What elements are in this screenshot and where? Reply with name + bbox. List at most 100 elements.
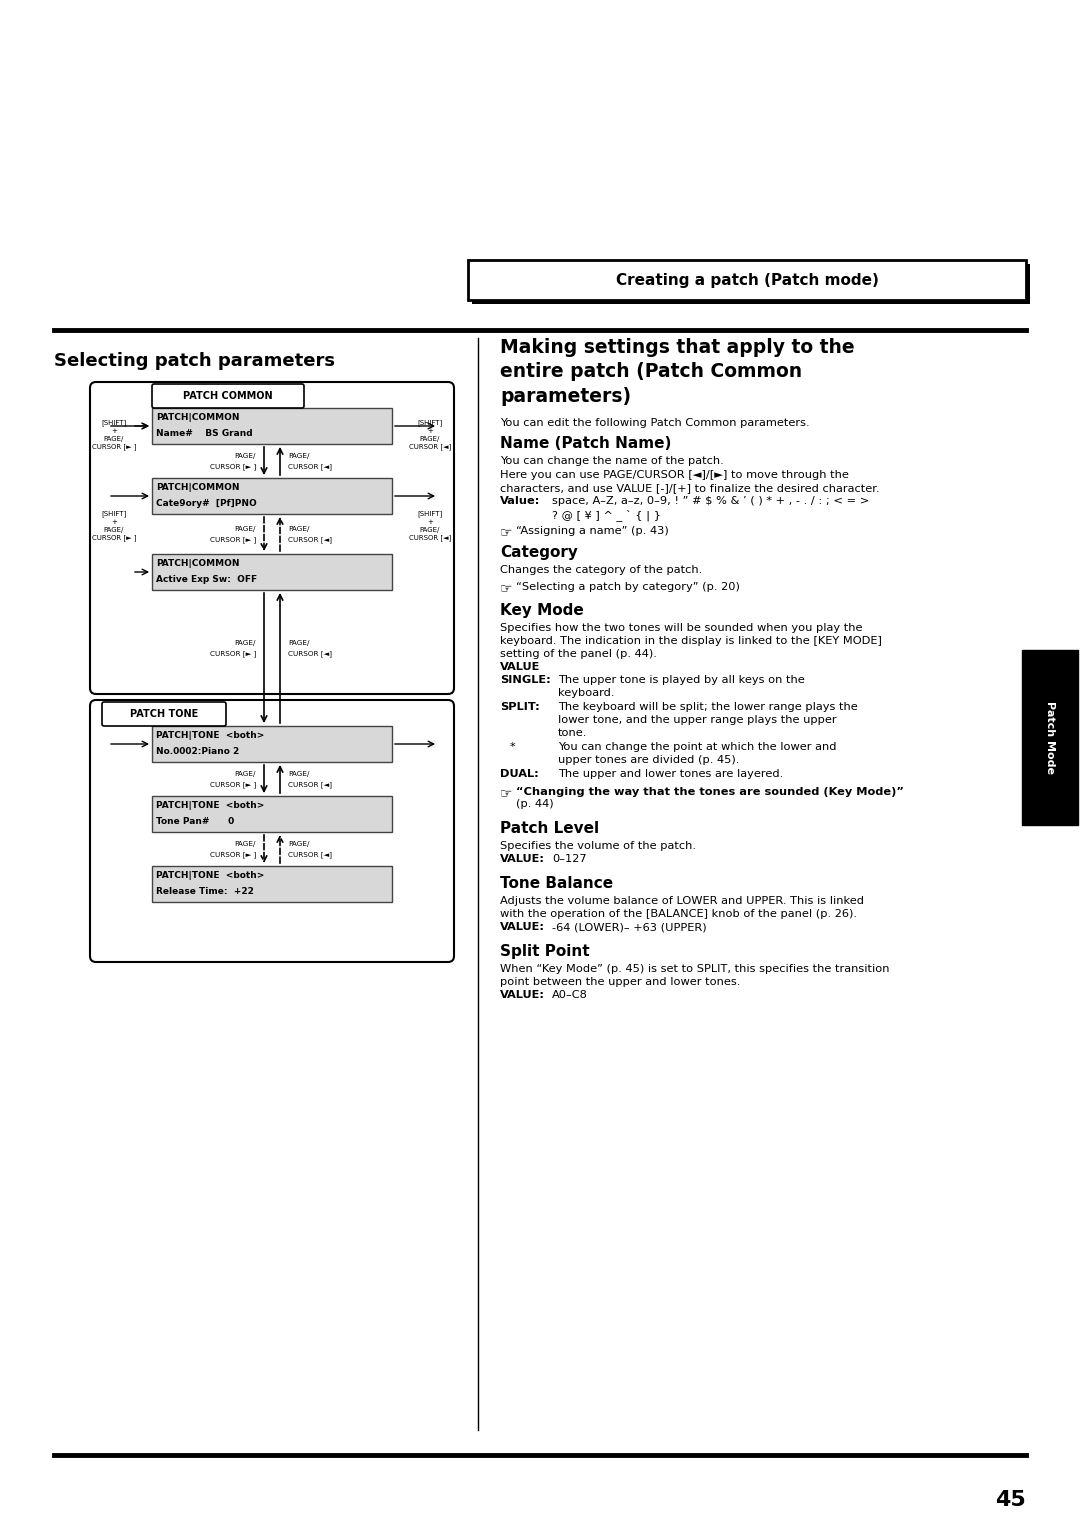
Text: +: + — [427, 519, 433, 525]
Text: setting of the panel (p. 44).: setting of the panel (p. 44). — [500, 649, 657, 660]
Text: [SHIFT]: [SHIFT] — [102, 510, 126, 518]
Text: Tone Balance: Tone Balance — [500, 876, 613, 890]
Text: PAGE/: PAGE/ — [288, 841, 310, 847]
Text: The upper tone is played by all keys on the: The upper tone is played by all keys on … — [558, 675, 805, 686]
Bar — [152, 866, 392, 902]
Text: PATCH|TONE  <both>: PATCH|TONE <both> — [156, 802, 265, 809]
Text: point between the upper and lower tones.: point between the upper and lower tones. — [500, 977, 741, 986]
Text: Selecting patch parameters: Selecting patch parameters — [54, 353, 335, 370]
Text: space, A–Z, a–z, 0–9, ! ” # $ % & ’ ( ) * + , - . / : ; < = >: space, A–Z, a–z, 0–9, ! ” # $ % & ’ ( ) … — [552, 496, 869, 505]
Text: The upper and lower tones are layered.: The upper and lower tones are layered. — [558, 770, 783, 779]
Bar — [468, 260, 1026, 299]
Text: SINGLE:: SINGLE: — [500, 675, 551, 686]
Text: CURSOR [► ]: CURSOR [► ] — [92, 534, 136, 542]
Text: characters, and use VALUE [-]/[+] to finalize the desired character.: characters, and use VALUE [-]/[+] to fin… — [500, 483, 879, 493]
Text: [SHIFT]: [SHIFT] — [102, 420, 126, 426]
Text: PATCH|COMMON: PATCH|COMMON — [156, 412, 240, 421]
Text: The keyboard will be split; the lower range plays the: The keyboard will be split; the lower ra… — [558, 702, 858, 712]
Text: *: * — [510, 742, 515, 751]
Text: CURSOR [◄]: CURSOR [◄] — [288, 852, 332, 858]
Text: Specifies the volume of the patch.: Specifies the volume of the patch. — [500, 841, 696, 851]
Text: Patch Mode: Patch Mode — [1045, 701, 1055, 774]
Text: VALUE:: VALUE: — [500, 922, 545, 931]
FancyBboxPatch shape — [90, 699, 454, 962]
Text: PATCH TONE: PATCH TONE — [130, 709, 198, 719]
Text: PAGE/: PAGE/ — [288, 454, 310, 460]
Text: Changes the category of the patch.: Changes the category of the patch. — [500, 565, 702, 576]
Text: VALUE: VALUE — [500, 663, 540, 672]
Bar — [1022, 651, 1078, 825]
FancyBboxPatch shape — [102, 702, 226, 725]
Text: PAGE/: PAGE/ — [420, 527, 441, 533]
Text: -64 (LOWER)– +63 (UPPER): -64 (LOWER)– +63 (UPPER) — [552, 922, 706, 931]
Text: 45: 45 — [996, 1490, 1026, 1510]
Bar — [472, 264, 1030, 304]
Text: Active Exp Sw:  OFF: Active Exp Sw: OFF — [156, 576, 257, 583]
Text: ☞: ☞ — [500, 580, 513, 596]
Text: PAGE/: PAGE/ — [104, 527, 124, 533]
Text: PAGE/: PAGE/ — [234, 841, 256, 847]
Text: PAGE/: PAGE/ — [288, 640, 310, 646]
FancyBboxPatch shape — [152, 383, 303, 408]
Text: Value:: Value: — [500, 496, 540, 505]
Text: “Selecting a patch by category” (p. 20): “Selecting a patch by category” (p. 20) — [516, 582, 740, 592]
Text: Key Mode: Key Mode — [500, 603, 584, 618]
Text: keyboard.: keyboard. — [558, 689, 615, 698]
Text: PATCH|COMMON: PATCH|COMMON — [156, 559, 240, 568]
Text: PAGE/: PAGE/ — [104, 437, 124, 441]
Text: “Changing the way that the tones are sounded (Key Mode)”: “Changing the way that the tones are sou… — [516, 786, 904, 797]
Text: CURSOR [► ]: CURSOR [► ] — [210, 464, 256, 470]
Text: upper tones are divided (p. 45).: upper tones are divided (p. 45). — [558, 754, 740, 765]
Text: [SHIFT]: [SHIFT] — [417, 420, 443, 426]
Text: ? @ [ ¥ ] ^ _ ` { | }: ? @ [ ¥ ] ^ _ ` { | } — [552, 508, 661, 521]
Text: +: + — [427, 428, 433, 434]
Text: 0–127: 0–127 — [552, 854, 586, 864]
Text: Creating a patch (Patch mode): Creating a patch (Patch mode) — [616, 272, 878, 287]
Text: CURSOR [► ]: CURSOR [► ] — [92, 444, 136, 450]
Text: Name#    BS Grand: Name# BS Grand — [156, 429, 253, 438]
Text: PATCH COMMON: PATCH COMMON — [184, 391, 273, 402]
Text: PAGE/: PAGE/ — [234, 525, 256, 531]
Text: PAGE/: PAGE/ — [420, 437, 441, 441]
Text: No.0002:Piano 2: No.0002:Piano 2 — [156, 747, 240, 756]
Text: with the operation of the [BALANCE] knob of the panel (p. 26).: with the operation of the [BALANCE] knob… — [500, 909, 858, 919]
Text: Category: Category — [500, 545, 578, 560]
Text: CURSOR [◄]: CURSOR [◄] — [409, 534, 451, 542]
Text: You can change the name of the patch.: You can change the name of the patch. — [500, 457, 724, 466]
Text: CURSOR [◄]: CURSOR [◄] — [409, 444, 451, 450]
Text: You can edit the following Patch Common parameters.: You can edit the following Patch Common … — [500, 418, 810, 428]
Text: PATCH|TONE  <both>: PATCH|TONE <both> — [156, 870, 265, 880]
Text: VALUE:: VALUE: — [500, 854, 545, 864]
Text: tone.: tone. — [558, 728, 588, 738]
Text: CURSOR [► ]: CURSOR [► ] — [210, 651, 256, 658]
Text: PATCH|COMMON: PATCH|COMMON — [156, 483, 240, 492]
Text: CURSOR [► ]: CURSOR [► ] — [210, 536, 256, 544]
Text: Adjusts the volume balance of LOWER and UPPER. This is linked: Adjusts the volume balance of LOWER and … — [500, 896, 864, 906]
Text: ☞: ☞ — [500, 786, 513, 800]
Text: Specifies how the two tones will be sounded when you play the: Specifies how the two tones will be soun… — [500, 623, 863, 634]
Text: Making settings that apply to the
entire patch (Patch Common
parameters): Making settings that apply to the entire… — [500, 337, 854, 406]
Text: +: + — [111, 428, 117, 434]
Text: Release Time:  +22: Release Time: +22 — [156, 887, 254, 896]
Text: Here you can use PAGE/CURSOR [◄]/[►] to move through the: Here you can use PAGE/CURSOR [◄]/[►] to … — [500, 470, 849, 479]
Text: CURSOR [► ]: CURSOR [► ] — [210, 852, 256, 858]
Text: SPLIT:: SPLIT: — [500, 702, 540, 712]
Text: CURSOR [◄]: CURSOR [◄] — [288, 651, 332, 658]
Bar — [152, 478, 392, 515]
Text: A0–C8: A0–C8 — [552, 989, 588, 1000]
Text: When “Key Mode” (p. 45) is set to SPLIT, this specifies the transition: When “Key Mode” (p. 45) is set to SPLIT,… — [500, 964, 890, 974]
Text: lower tone, and the upper range plays the upper: lower tone, and the upper range plays th… — [558, 715, 837, 725]
Text: CURSOR [► ]: CURSOR [► ] — [210, 782, 256, 788]
Text: PAGE/: PAGE/ — [234, 640, 256, 646]
Text: Patch Level: Patch Level — [500, 822, 599, 835]
Text: +: + — [111, 519, 117, 525]
Text: PAGE/: PAGE/ — [234, 771, 256, 777]
Text: ☞: ☞ — [500, 525, 513, 539]
Text: Name (Patch Name): Name (Patch Name) — [500, 437, 672, 450]
Text: keyboard. The indication in the display is linked to the [KEY MODE]: keyboard. The indication in the display … — [500, 637, 882, 646]
Bar — [152, 554, 392, 589]
Bar — [152, 408, 392, 444]
Text: DUAL:: DUAL: — [500, 770, 539, 779]
Bar — [152, 796, 392, 832]
Text: You can change the point at which the lower and: You can change the point at which the lo… — [558, 742, 837, 751]
